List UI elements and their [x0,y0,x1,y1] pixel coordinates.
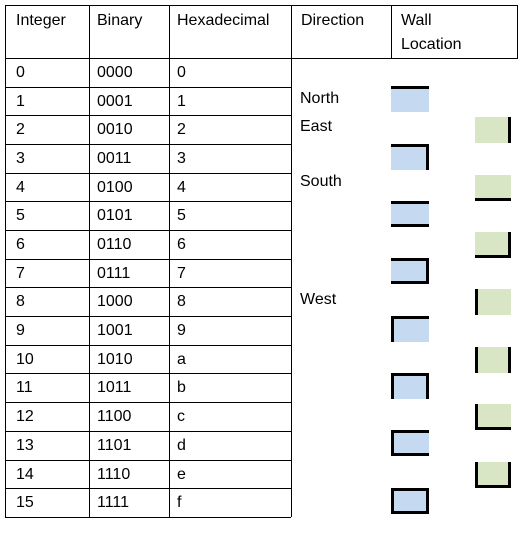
cell-integer: 14 [16,466,34,483]
row-divider [5,144,291,145]
cell-hex: a [177,351,186,368]
cell-binary: 1111 [97,494,130,511]
row-divider [5,201,291,202]
cell-hex: 1 [177,93,186,110]
header-integer: Integer [16,12,66,29]
wall-icon-10 [475,347,511,373]
header-binary: Binary [97,12,143,29]
wall-icon-4 [475,175,511,201]
cell-binary: 0101 [97,207,133,224]
col-border-hex-direction [291,5,292,517]
header-bottom-border [5,58,518,59]
cell-binary: 0000 [97,64,133,81]
cell-integer: 12 [16,408,34,425]
cell-integer: 10 [16,351,34,368]
row-divider [5,259,291,260]
cell-hex: c [177,408,185,425]
cell-integer: 13 [16,437,34,454]
cell-integer: 7 [16,265,25,282]
wall-icon-5 [391,201,429,227]
col-border-integer-binary [89,5,90,517]
cell-hex: 0 [177,64,186,81]
cell-binary: 0001 [97,93,133,110]
row-divider [5,402,291,403]
direction-east: East [300,118,333,135]
direction-south: South [300,173,342,190]
wall-icon-3 [391,144,429,170]
direction-west: West [300,291,337,308]
cell-integer: 2 [16,121,25,138]
row-divider [5,488,291,489]
wall-icon-12 [475,404,511,430]
cell-binary: 1011 [97,379,132,396]
row-divider [5,173,291,174]
row-divider [5,345,291,346]
cell-binary: 1001 [97,322,133,339]
cell-hex: 3 [177,150,186,167]
cell-hex: e [177,466,186,483]
col-border-right [517,5,518,58]
col-border-binary-hex [169,5,170,517]
header-wall-location-line1: Wall [401,12,432,29]
cell-hex: 9 [177,322,186,339]
col-border-direction-wall [391,5,392,58]
row-divider [5,460,291,461]
cell-binary: 0100 [97,179,133,196]
cell-hex: b [177,379,186,396]
row-divider [5,87,291,88]
cell-binary: 1000 [97,293,133,310]
wall-icon-13 [391,430,429,456]
row-divider [5,287,291,288]
cell-binary: 1101 [97,437,132,454]
cell-hex: 2 [177,121,186,138]
cell-integer: 3 [16,150,25,167]
cell-hex: 5 [177,207,186,224]
cell-binary: 0011 [97,150,132,167]
cell-hex: 7 [177,265,186,282]
cell-binary: 1100 [97,408,132,425]
wall-icon-8 [475,289,511,315]
cell-integer: 11 [16,379,33,396]
header-direction: Direction [301,12,365,29]
wall-icon-1 [391,86,429,112]
cell-binary: 0110 [97,236,132,253]
cell-integer: 4 [16,179,25,196]
cell-integer: 6 [16,236,25,253]
wall-icon-2 [475,117,511,143]
row-divider [5,230,291,231]
row-divider [5,431,291,432]
wall-icon-15 [391,488,429,514]
cell-hex: 8 [177,293,186,310]
cell-integer: 9 [16,322,25,339]
cell-integer: 1 [16,93,25,110]
cell-hex: d [177,437,186,454]
cell-integer: 5 [16,207,25,224]
cell-integer: 15 [16,494,34,511]
cell-binary: 0111 [97,265,131,282]
cell-hex: 4 [177,179,186,196]
row-divider [5,517,291,518]
cell-hex: 6 [177,236,186,253]
row-divider [5,373,291,374]
cell-binary: 0010 [97,121,133,138]
row-divider [5,316,291,317]
row-divider [5,115,291,116]
wall-icon-14 [475,462,511,488]
cell-integer: 8 [16,293,25,310]
header-wall-location-line2: Location [401,36,462,53]
cell-hex: f [177,494,182,511]
wall-icon-7 [391,258,429,284]
wall-icon-9 [391,316,429,342]
cell-integer: 0 [16,64,25,81]
cell-binary: 1110 [97,466,131,483]
col-border-left [5,5,6,517]
wall-icon-11 [391,373,429,399]
cell-binary: 1010 [97,351,133,368]
table-top-border [5,5,517,6]
direction-north: North [300,90,340,107]
header-hexadecimal: Hexadecimal [177,12,270,29]
wall-icon-6 [475,232,511,258]
